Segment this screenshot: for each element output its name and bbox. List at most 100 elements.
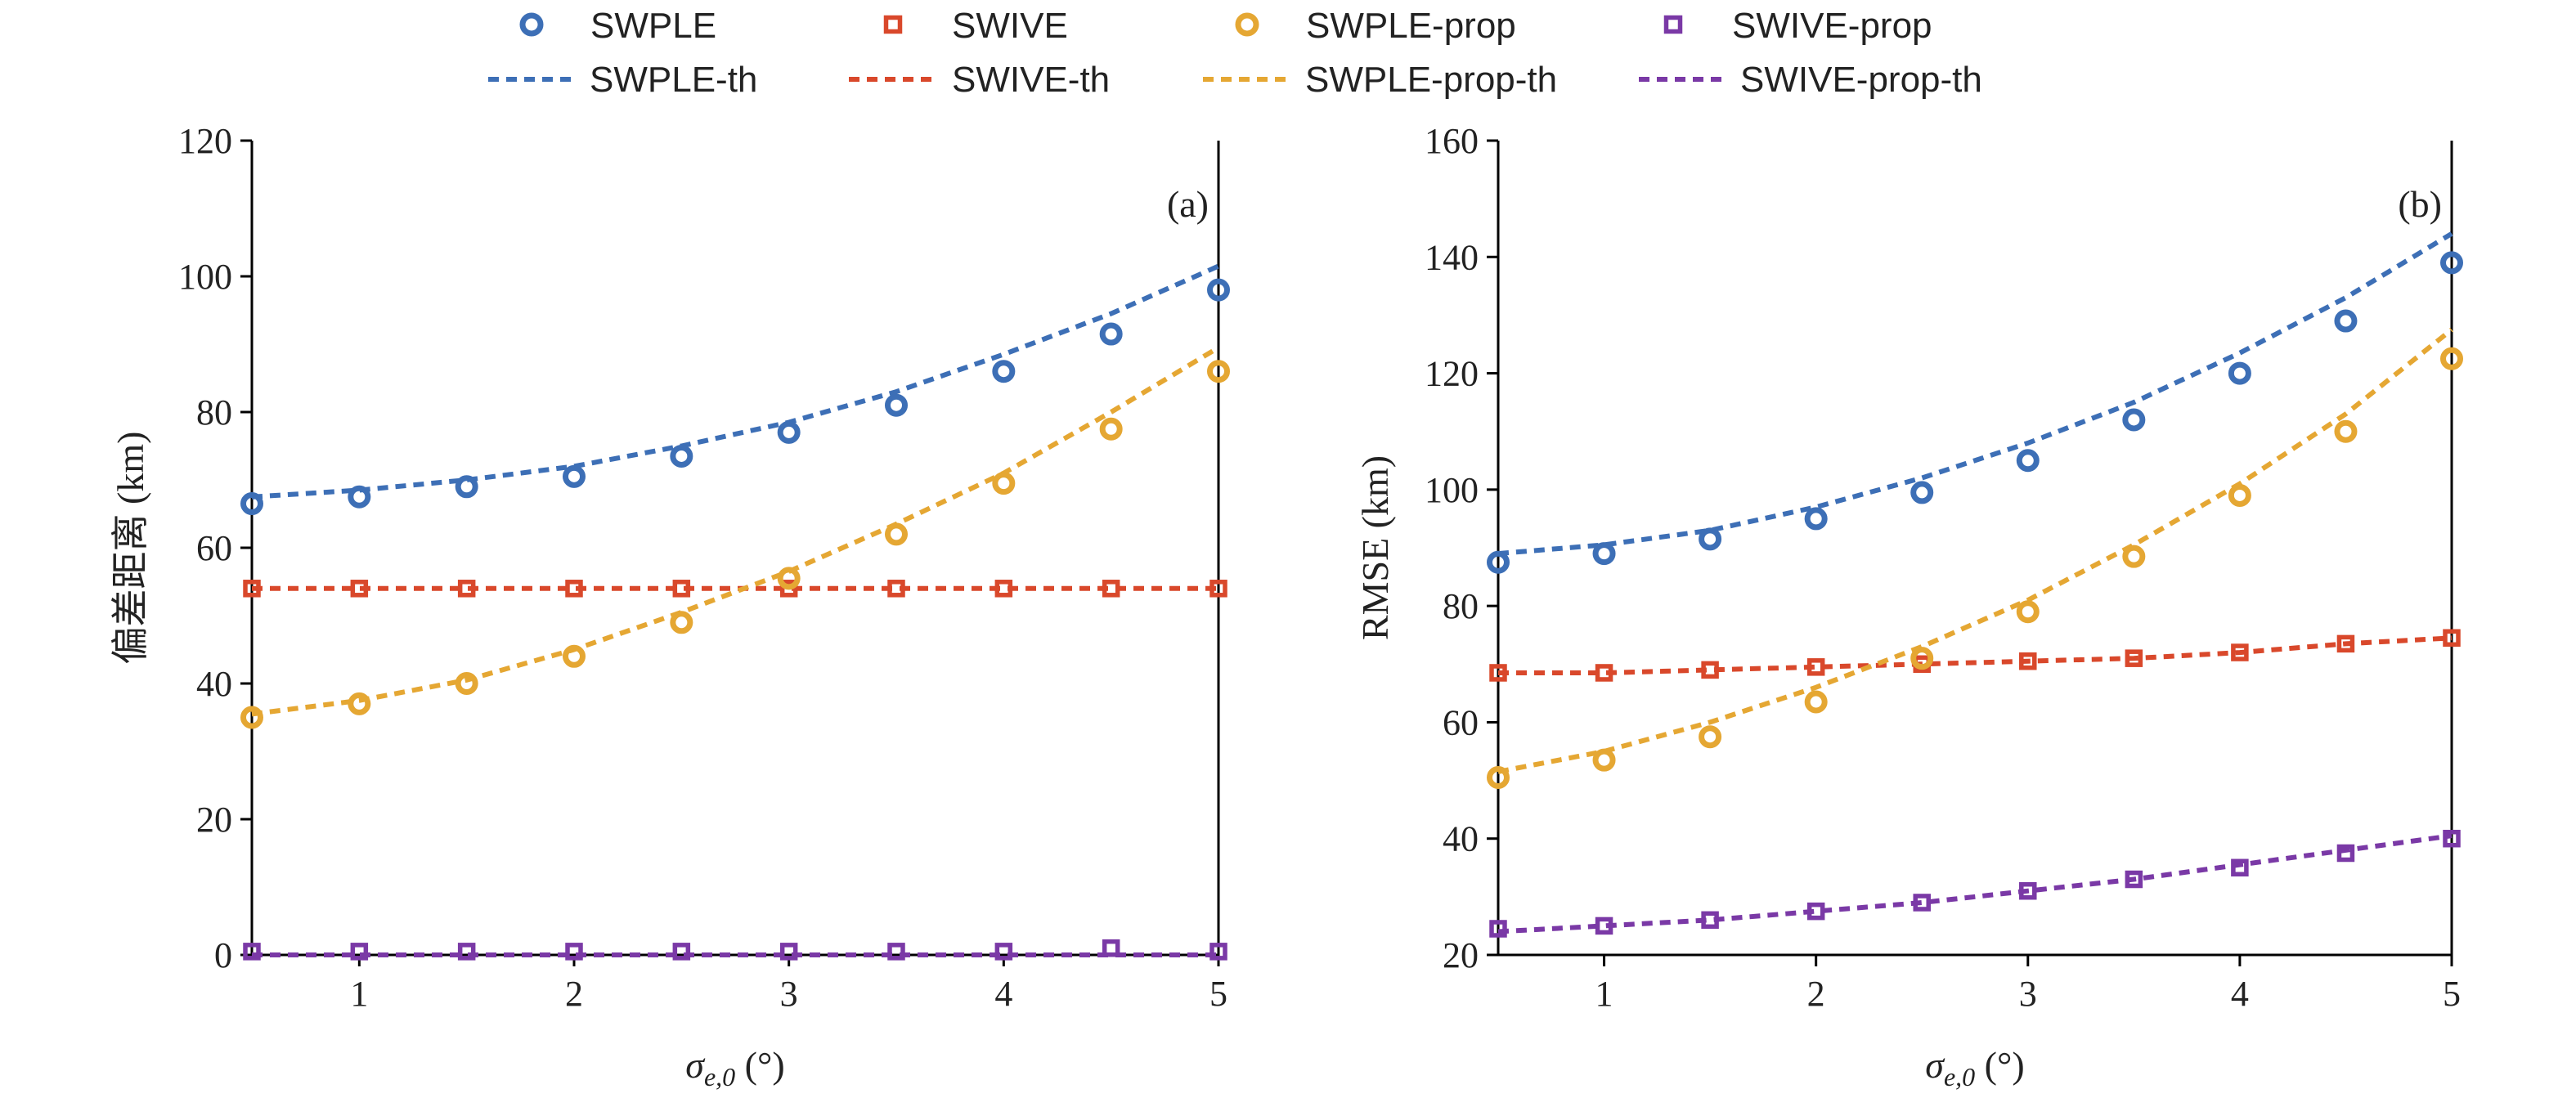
panel-a-x-tick-label: 3 (780, 974, 798, 1014)
panel-b-point-swive (2443, 629, 2461, 648)
legend-swive-th-label: SWIVE-th (952, 60, 1110, 100)
panel-a-x-tick-label: 1 (350, 974, 368, 1014)
panel-a-point-swple (885, 393, 908, 417)
panel-a-point-swple (777, 420, 801, 444)
panel-a-point-swive-prop (994, 943, 1013, 961)
panel-b-x-tick-label: 2 (1807, 974, 1825, 1014)
panel-b-point-swive (2125, 649, 2143, 667)
panel-a-point-swive-prop (1209, 943, 1227, 961)
legend-swive-marker (883, 15, 903, 34)
panel-b-label: (b) (2398, 183, 2442, 225)
panel-b-chart: 20 40 60 80 100 120 140 160 1 2 3 4 5 σe,0 (°) RMSE (k… (1354, 121, 2463, 1091)
panel-a-point-swive (672, 580, 691, 598)
panel-a-point-swive (779, 580, 798, 598)
panel-a-x-tick-label: 5 (1209, 974, 1227, 1014)
panel-b-point-swive-prop (1489, 920, 1507, 938)
panel-b-y-tick-label: 80 (1443, 586, 1479, 626)
panel-a-point-swive (994, 580, 1013, 598)
panel-b-point-swple-prop (2334, 419, 2358, 443)
panel-b-point-swive (1489, 664, 1507, 682)
panel-b-point-swive (2019, 652, 2037, 670)
panel-a-point-swple-prop (1207, 360, 1230, 383)
legend-swive-prop-th-label: SWIVE-prop-th (1740, 60, 1982, 100)
panel-a-point-swive (887, 580, 905, 598)
panel-a-point-swple (1207, 278, 1230, 302)
legend-swive-label: SWIVE (952, 6, 1068, 46)
panel-b-point-swive (1701, 661, 1719, 679)
panel-a-point-swple (455, 475, 478, 499)
panel-b-point-swple-prop (2122, 545, 2146, 568)
panel-b-point-swple-prop (1592, 748, 1616, 772)
panel-b-x-tick-label: 4 (2231, 974, 2249, 1014)
panel-a-line-swple-prop-th (251, 345, 1220, 717)
legend-swple-th-label: SWPLE-th (590, 60, 757, 100)
panel-b-point-swple (2122, 408, 2146, 432)
panel-b-point-swive-prop (1913, 894, 1931, 912)
panel-a-point-swple (670, 444, 693, 468)
panel-a-point-swive (565, 580, 583, 598)
panel-b-y-tick-label: 40 (1443, 819, 1479, 859)
panel-b-point-swple-prop (1699, 725, 1722, 749)
panel-b-y-tick-label: 120 (1425, 354, 1479, 394)
panel-b-line-swive-th (1498, 635, 2453, 675)
panel-b-point-swive (2231, 643, 2249, 661)
panel-a-point-swple (563, 464, 586, 488)
panel-b-y-tick-label: 140 (1425, 237, 1479, 277)
panel-a-x-tick-label: 4 (994, 974, 1012, 1014)
panel-a-point-swple (240, 492, 263, 516)
panel-b-point-swple (2228, 361, 2251, 385)
panel-a-point-swple-prop (1099, 417, 1123, 441)
panel-b-line-swive-prop-th (1497, 833, 2453, 934)
panel-b-line-swple-prop-th (1497, 327, 2453, 774)
legend-swive-prop-marker (1663, 15, 1683, 34)
panel-a-y-tick-label: 60 (196, 528, 232, 568)
panel-a-x-tick-label: 2 (565, 974, 583, 1014)
panel-b-point-swple-prop (1910, 647, 1934, 670)
panel-a-chart: 0 20 40 60 80 100 120 1 2 3 4 5 σe,0 (°) 偏差距离 (km) (a) (110, 121, 1230, 1091)
panel-b-point-swive-prop (1701, 911, 1719, 930)
panel-b-x-axis-title: σe,0 (°) (1925, 1044, 2024, 1091)
panel-a-point-swive (350, 580, 369, 598)
panel-b-x-tick-label: 5 (2443, 974, 2461, 1014)
panel-b-point-swive-prop (1595, 916, 1613, 935)
panel-a-point-swive-prop (457, 943, 476, 961)
panel-a-point-swive-prop (243, 943, 261, 961)
panel-a-y-tick-label: 100 (178, 257, 232, 297)
panel-b-x-tick-label: 3 (2019, 974, 2037, 1014)
panel-a-point-swple-prop (563, 644, 586, 668)
panel-b-point-swple (1699, 527, 1722, 551)
panel-a-point-swive-prop (1102, 939, 1120, 957)
panel-a-point-swive-prop (565, 943, 583, 961)
panel-b-point-swple (2016, 449, 2040, 473)
panel-b-point-swive-prop (2019, 881, 2037, 900)
panel-b-point-swple-prop (2016, 600, 2040, 624)
panel-b-point-swple (1592, 542, 1616, 566)
legend-swple-prop-label: SWPLE-prop (1306, 6, 1516, 46)
panel-a-point-swive (1102, 580, 1120, 598)
panel-b-point-swive (1595, 664, 1613, 682)
panel-a-point-swive-prop (887, 943, 905, 961)
panel-a-y-tick-label: 20 (196, 800, 232, 840)
panel-b-point-swive (1806, 658, 1825, 676)
panel-a-point-swple-prop (670, 611, 693, 634)
panel-b-point-swive-prop (1806, 902, 1825, 921)
panel-b-point-swple-prop (2440, 347, 2463, 370)
panel-b-point-swive-prop (2231, 858, 2249, 877)
panel-a-point-swple (1099, 322, 1123, 346)
panel-a-x-axis-title: σe,0 (°) (685, 1044, 784, 1091)
panel-a-y-tick-label: 80 (196, 392, 232, 432)
panel-b-point-swple (2440, 251, 2463, 275)
panel-b-y-tick-label: 100 (1425, 470, 1479, 510)
panel-b-x-tick-label: 1 (1595, 974, 1613, 1014)
panel-b-point-swple (1910, 481, 1934, 504)
legend-swple-marker (519, 12, 544, 37)
panel-a-point-swple-prop (777, 567, 801, 590)
panel-a-point-swple-prop (885, 522, 908, 546)
legend-swple-label: SWPLE (590, 6, 716, 46)
panel-a-point-swple (348, 485, 371, 509)
panel-a-point-swive (1209, 580, 1227, 598)
panel-a-y-tick-label: 40 (196, 664, 232, 704)
panel-a-point-swive-prop (672, 943, 691, 961)
legend-swive-prop-label: SWIVE-prop (1732, 6, 1932, 46)
